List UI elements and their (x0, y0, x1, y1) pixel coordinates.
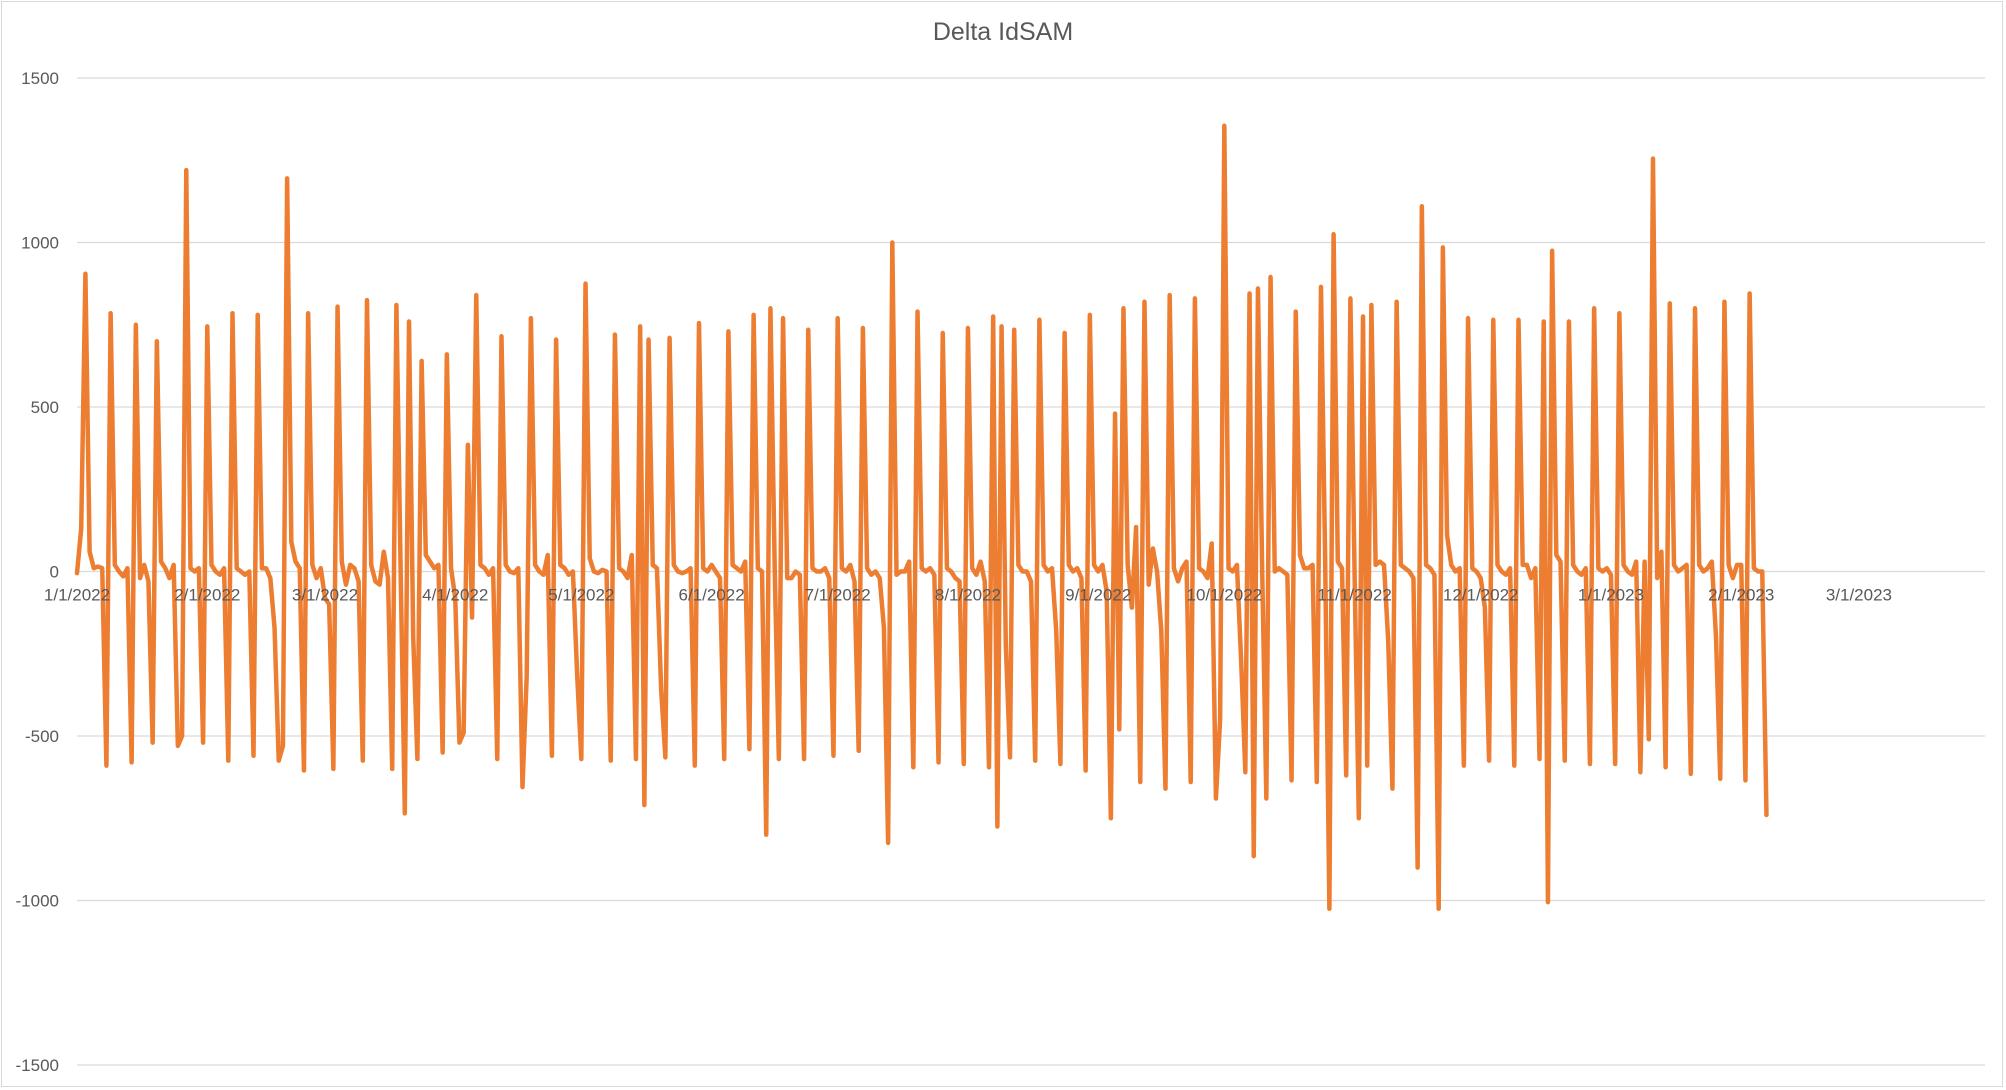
x-tick-label: 2/1/2023 (1708, 586, 1774, 605)
x-tick-label: 2/1/2022 (174, 586, 240, 605)
x-tick-label: 5/1/2022 (548, 586, 614, 605)
y-tick-label: 1500 (21, 69, 59, 88)
x-tick-label: 8/1/2022 (935, 586, 1001, 605)
y-tick-label: -1000 (16, 892, 59, 911)
series-line (74, 123, 1769, 911)
x-tick-label: 4/1/2022 (422, 586, 488, 605)
y-axis-tick-labels: 1500 1000 500 0 -500 -1000 -1500 (16, 69, 59, 1075)
y-tick-label: 500 (31, 398, 59, 417)
y-tick-label: 1000 (21, 234, 59, 253)
y-tick-label: 0 (50, 563, 59, 582)
x-tick-label: 3/1/2023 (1826, 586, 1892, 605)
x-tick-label: 10/1/2022 (1187, 586, 1263, 605)
x-tick-label: 9/1/2022 (1065, 586, 1131, 605)
x-tick-label: 3/1/2022 (292, 586, 358, 605)
x-axis-tick-labels: 1/1/2022 2/1/2022 3/1/2022 4/1/2022 5/1/2022… (44, 586, 1892, 605)
series-layer (74, 123, 1769, 911)
x-tick-label: 1/1/2023 (1578, 586, 1644, 605)
x-tick-label: 1/1/2022 (44, 586, 110, 605)
x-tick-label: 7/1/2022 (805, 586, 871, 605)
y-tick-label: -1500 (16, 1056, 59, 1075)
x-tick-label: 11/1/2022 (1317, 586, 1391, 605)
y-tick-label: -500 (25, 727, 59, 746)
x-tick-label: 12/1/2022 (1443, 586, 1519, 605)
x-tick-label: 6/1/2022 (679, 586, 745, 605)
chart-title: Delta IdSAM (932, 18, 1074, 46)
